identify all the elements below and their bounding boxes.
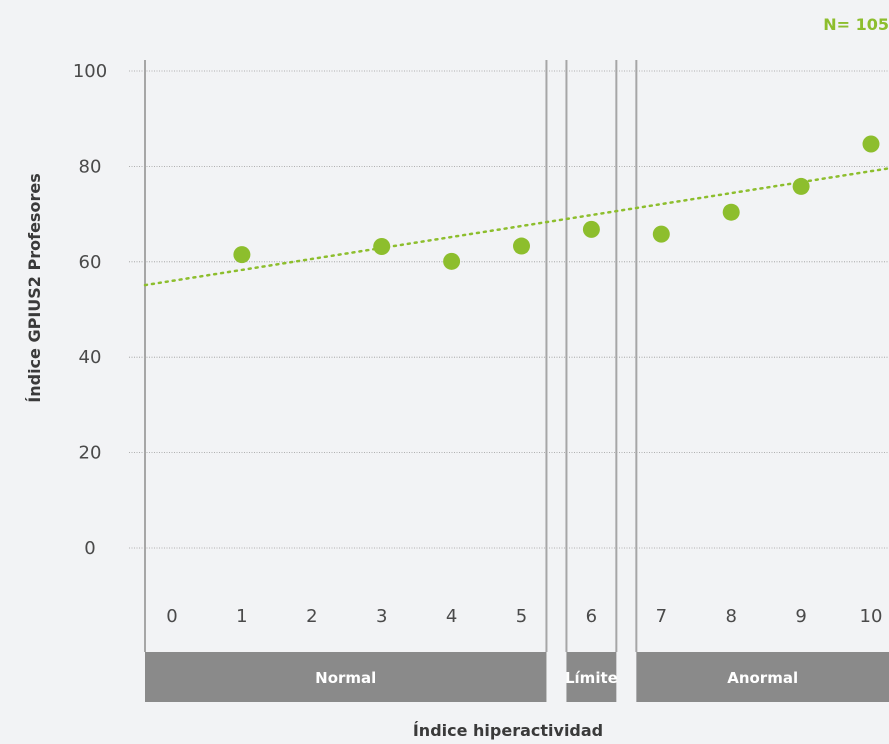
- trendline-layer: [143, 167, 889, 287]
- group-dividers: [144, 60, 638, 652]
- y-tick-label: 40: [79, 347, 102, 368]
- category-band: [566, 652, 617, 702]
- x-tick-label: 7: [656, 606, 667, 627]
- y-tick-label: 60: [79, 252, 102, 273]
- data-point: [582, 220, 600, 238]
- data-point: [722, 203, 740, 221]
- category-band-label: Límite: [565, 669, 618, 687]
- data-point: [233, 246, 251, 264]
- data-point: [443, 252, 461, 270]
- data-point: [513, 237, 530, 255]
- x-tick-label: 0: [166, 606, 177, 627]
- x-axis-title: Índice hiperactividad: [413, 721, 603, 740]
- x-tick-label: 8: [725, 606, 736, 627]
- data-points: [233, 135, 880, 270]
- category-band-label: Normal: [315, 669, 376, 687]
- x-tick-label: 6: [586, 606, 597, 627]
- x-tick-label: 5: [516, 606, 527, 627]
- x-tick-label: 9: [795, 606, 806, 627]
- data-point: [862, 135, 880, 153]
- category-band-label: Anormal: [727, 669, 798, 687]
- n-annotation: N= 105: [823, 15, 889, 34]
- x-tick-labels: 0 1 2 3 4 5 6 7 8 9 10: [166, 606, 882, 627]
- y-tick-labels: 0 20 40 60 80 100: [73, 61, 107, 559]
- trendline: [143, 167, 889, 287]
- category-band: [636, 652, 889, 702]
- y-tick-label: 80: [79, 156, 102, 177]
- x-tick-label: 3: [376, 606, 387, 627]
- x-tick-label: 1: [236, 606, 247, 627]
- category-bands: Normal Límite Anormal: [145, 652, 889, 702]
- data-point: [792, 177, 810, 195]
- y-tick-label: 20: [79, 443, 102, 464]
- x-tick-label: 2: [306, 606, 317, 627]
- data-point: [652, 225, 670, 243]
- y-axis-title: Índice GPIUS2 Profesores: [25, 173, 44, 402]
- y-tick-label: 100: [73, 61, 107, 82]
- data-point: [373, 238, 391, 256]
- y-tick-label: 0: [84, 538, 95, 559]
- x-tick-label: 4: [446, 606, 457, 627]
- x-tick-label: 10: [860, 606, 883, 627]
- grid-lines: [129, 70, 889, 549]
- category-band: [145, 652, 547, 702]
